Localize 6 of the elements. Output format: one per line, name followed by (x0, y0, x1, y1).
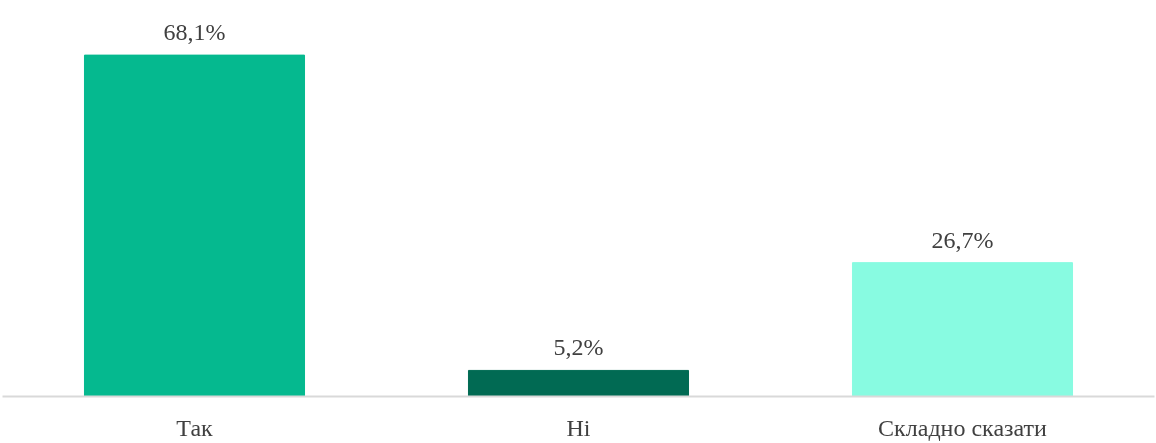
x-tick-label: Складно сказати (878, 414, 1048, 441)
data-label: 5,2% (553, 334, 604, 361)
data-label: 68,1% (163, 19, 226, 46)
x-tick-label: Ні (566, 414, 591, 441)
data-label: 26,7% (931, 226, 994, 253)
x-tick-label: Так (176, 414, 214, 441)
